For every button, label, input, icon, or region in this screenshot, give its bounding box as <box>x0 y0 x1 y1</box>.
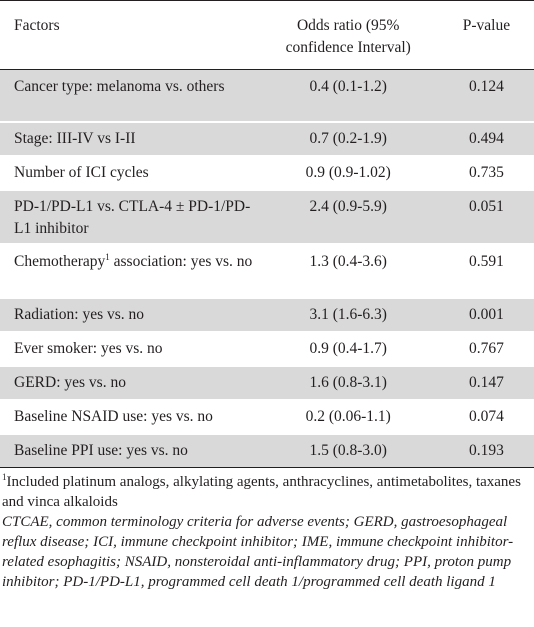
factor-cell: Ever smoker: yes vs. no <box>14 339 163 357</box>
p-value-cell: 0.767 <box>468 339 504 357</box>
p-value-cell: 0.494 <box>468 129 504 147</box>
odds-ratio-cell: 0.7 (0.2-1.9) <box>309 129 387 147</box>
header-factors: Factors <box>14 17 60 34</box>
odds-ratio-cell: 1.6 (0.8-3.1) <box>309 373 387 391</box>
odds-ratio-cell: 0.9 (0.4-1.7) <box>309 339 387 357</box>
factor-cell: Cancer type: melanoma vs. others <box>14 78 225 95</box>
footnote-superscript: 1 <box>105 251 110 262</box>
odds-ratio-cell: 2.4 (0.9-5.9) <box>309 197 387 215</box>
odds-ratio-cell: 0.2 (0.06-1.1) <box>305 407 391 425</box>
factor-cell: Chemotherapy1 association: yes vs. no <box>0 244 260 298</box>
table-row: Stage: III-IV vs I-II 0.7 (0.2-1.9) 0.49… <box>0 121 534 156</box>
abbreviations-note: CTCAE, common terminology criteria for a… <box>2 514 514 590</box>
odds-ratio-cell: 3.1 (1.6-6.3) <box>309 305 387 323</box>
table-row: Number of ICI cycles 0.9 (0.9-1.02) 0.73… <box>0 156 534 190</box>
table-row: Baseline PPI use: yes vs. no 1.5 (0.8-3.… <box>0 433 534 468</box>
p-value-cell: 0.147 <box>468 373 504 391</box>
factor-text-continued: association: yes vs. no <box>109 252 253 270</box>
factor-cell: Baseline NSAID use: yes vs. no <box>14 407 213 425</box>
factor-cell: GERD: yes vs. no <box>14 373 126 391</box>
results-table-container: Factors Odds ratio (95% confidence Inter… <box>0 0 534 592</box>
factor-cell: Number of ICI cycles <box>14 163 149 181</box>
p-value-cell: 0.193 <box>468 441 504 459</box>
p-value-cell: 0.124 <box>468 78 504 95</box>
p-value-cell: 0.591 <box>468 252 504 270</box>
factor-cell: Stage: III-IV vs I-II <box>14 129 136 147</box>
odds-ratio-cell: 1.5 (0.8-3.0) <box>309 441 387 459</box>
factor-cell: Baseline PPI use: yes vs. no <box>14 441 188 459</box>
odds-ratio-cell: 0.9 (0.9-1.02) <box>305 163 391 181</box>
header-p-value: P-value <box>462 17 511 34</box>
factor-cell: PD-1/PD-L1 vs. CTLA-4 ± PD-1/PD-L1 inhib… <box>14 197 251 237</box>
table-notes: 1Included platinum analogs, alkylating a… <box>0 468 534 592</box>
factor-cell: Radiation: yes vs. no <box>14 305 145 323</box>
odds-ratio-table: Factors Odds ratio (95% confidence Inter… <box>0 0 534 468</box>
odds-ratio-cell: 1.3 (0.4-3.6) <box>309 252 387 270</box>
header-row: Factors Odds ratio (95% confidence Inter… <box>0 0 534 70</box>
table-header: Factors Odds ratio (95% confidence Inter… <box>0 0 534 70</box>
table-row: Chemotherapy1 association: yes vs. no 1.… <box>0 244 534 298</box>
table-row: Radiation: yes vs. no 3.1 (1.6-6.3) 0.00… <box>0 297 534 332</box>
p-value-cell: 0.001 <box>468 305 504 323</box>
table-row: Baseline NSAID use: yes vs. no 0.2 (0.06… <box>0 400 534 434</box>
table-row: PD-1/PD-L1 vs. CTLA-4 ± PD-1/PD-L1 inhib… <box>0 189 534 244</box>
p-value-cell: 0.051 <box>468 197 504 215</box>
factor-text: Chemotherapy <box>14 252 106 270</box>
footnote: 1Included platinum analogs, alkylating a… <box>2 472 526 512</box>
table-body: Cancer type: melanoma vs. others 0.4 (0.… <box>0 69 534 468</box>
p-value-cell: 0.735 <box>468 163 504 181</box>
table-row: Cancer type: melanoma vs. others 0.4 (0.… <box>0 69 534 122</box>
odds-ratio-cell: 0.4 (0.1-1.2) <box>309 78 387 95</box>
table-row: Ever smoker: yes vs. no 0.9 (0.4-1.7) 0.… <box>0 332 534 366</box>
footnote-text: Included platinum analogs, alkylating ag… <box>2 474 521 510</box>
p-value-cell: 0.074 <box>468 407 504 425</box>
header-odds-ratio: Odds ratio (95% confidence Interval) <box>285 17 411 56</box>
footnote-marker: 1 <box>2 472 7 482</box>
table-row: GERD: yes vs. no 1.6 (0.8-3.1) 0.147 <box>0 365 534 400</box>
